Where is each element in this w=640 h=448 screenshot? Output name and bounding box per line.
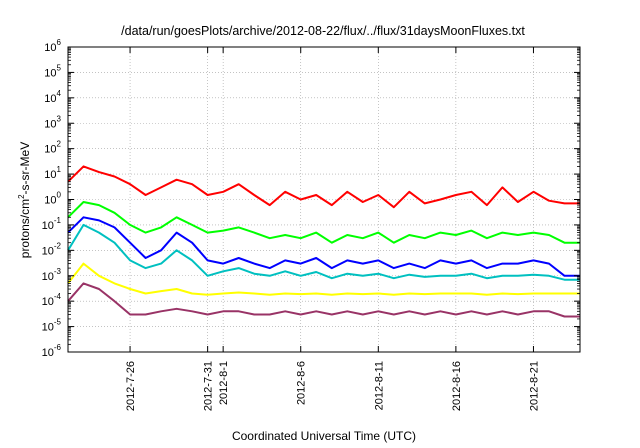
y-tick-exp: -6 xyxy=(54,343,62,352)
y-tick-exp: 2 xyxy=(57,140,62,149)
y-tick-label: 101 xyxy=(44,165,61,181)
y-tick-label: 105 xyxy=(44,63,61,79)
x-axis-label: Coordinated Universal Time (UTC) xyxy=(232,429,416,443)
x-tick-label: 2012-8-6 xyxy=(296,361,308,405)
series-line xyxy=(67,216,580,277)
tick-group: 10-610-510-410-310-210-11001011021031041… xyxy=(42,38,580,411)
y-tick-base: 10 xyxy=(44,93,56,105)
y-tick-exp: 6 xyxy=(57,38,62,47)
y-tick-base: 10 xyxy=(42,296,54,308)
series-line xyxy=(67,201,580,244)
y-tick-exp: 4 xyxy=(57,89,62,98)
y-tick-base: 10 xyxy=(42,347,54,359)
y-tick-label: 10-4 xyxy=(42,292,62,308)
y-tick-base: 10 xyxy=(44,169,56,181)
y-tick-base: 10 xyxy=(42,322,54,334)
y-axis-label-pre: protons/cm xyxy=(18,199,32,258)
y-tick-base: 10 xyxy=(42,271,54,283)
y-tick-label: 10-6 xyxy=(42,343,62,359)
y-tick-label: 103 xyxy=(44,114,61,130)
y-tick-exp: -5 xyxy=(54,318,62,327)
y-tick-exp: 1 xyxy=(57,165,62,174)
series-line xyxy=(67,165,580,209)
y-tick-label: 10-3 xyxy=(42,267,62,283)
y-axis-label: protons/cm2-s-sr-MeV xyxy=(17,142,32,258)
y-tick-label: 106 xyxy=(44,38,61,54)
series-line xyxy=(67,262,580,296)
x-tick-label: 2012-7-26 xyxy=(125,361,137,411)
y-tick-exp: 0 xyxy=(57,191,62,200)
y-tick-exp: 3 xyxy=(57,114,62,123)
y-tick-exp: -4 xyxy=(54,292,62,301)
x-tick-label: 2012-8-21 xyxy=(528,361,540,411)
y-tick-label: 104 xyxy=(44,89,61,105)
x-tick-label: 2012-8-16 xyxy=(451,361,463,411)
y-tick-base: 10 xyxy=(44,118,56,130)
y-tick-base: 10 xyxy=(44,42,56,54)
y-tick-exp: -1 xyxy=(54,216,62,225)
y-tick-base: 10 xyxy=(44,67,56,79)
y-tick-label: 10-2 xyxy=(42,241,62,257)
y-tick-label: 100 xyxy=(44,191,61,207)
series-line xyxy=(67,223,580,281)
y-tick-exp: -2 xyxy=(54,241,62,250)
y-tick-base: 10 xyxy=(42,220,54,232)
x-tick-label: 2012-8-1 xyxy=(218,361,230,405)
series-group xyxy=(67,165,580,318)
y-tick-base: 10 xyxy=(42,245,54,257)
x-tick-label: 2012-8-11 xyxy=(373,361,385,410)
x-tick-label: 2012-7-31 xyxy=(203,361,215,411)
y-tick-exp: -3 xyxy=(54,267,62,276)
y-axis-label-sup: 2 xyxy=(17,194,26,199)
grid xyxy=(68,47,580,352)
y-tick-label: 10-5 xyxy=(42,318,62,334)
chart-title: /data/run/goesPlots/archive/2012-08-22/f… xyxy=(121,24,525,38)
y-tick-exp: 5 xyxy=(57,63,62,72)
y-tick-base: 10 xyxy=(44,195,56,207)
y-tick-label: 102 xyxy=(44,140,61,156)
series-line xyxy=(67,282,580,318)
y-axis-label-post: -s-sr-MeV xyxy=(18,142,32,195)
y-tick-label: 10-1 xyxy=(42,216,62,232)
y-tick-base: 10 xyxy=(44,144,56,156)
